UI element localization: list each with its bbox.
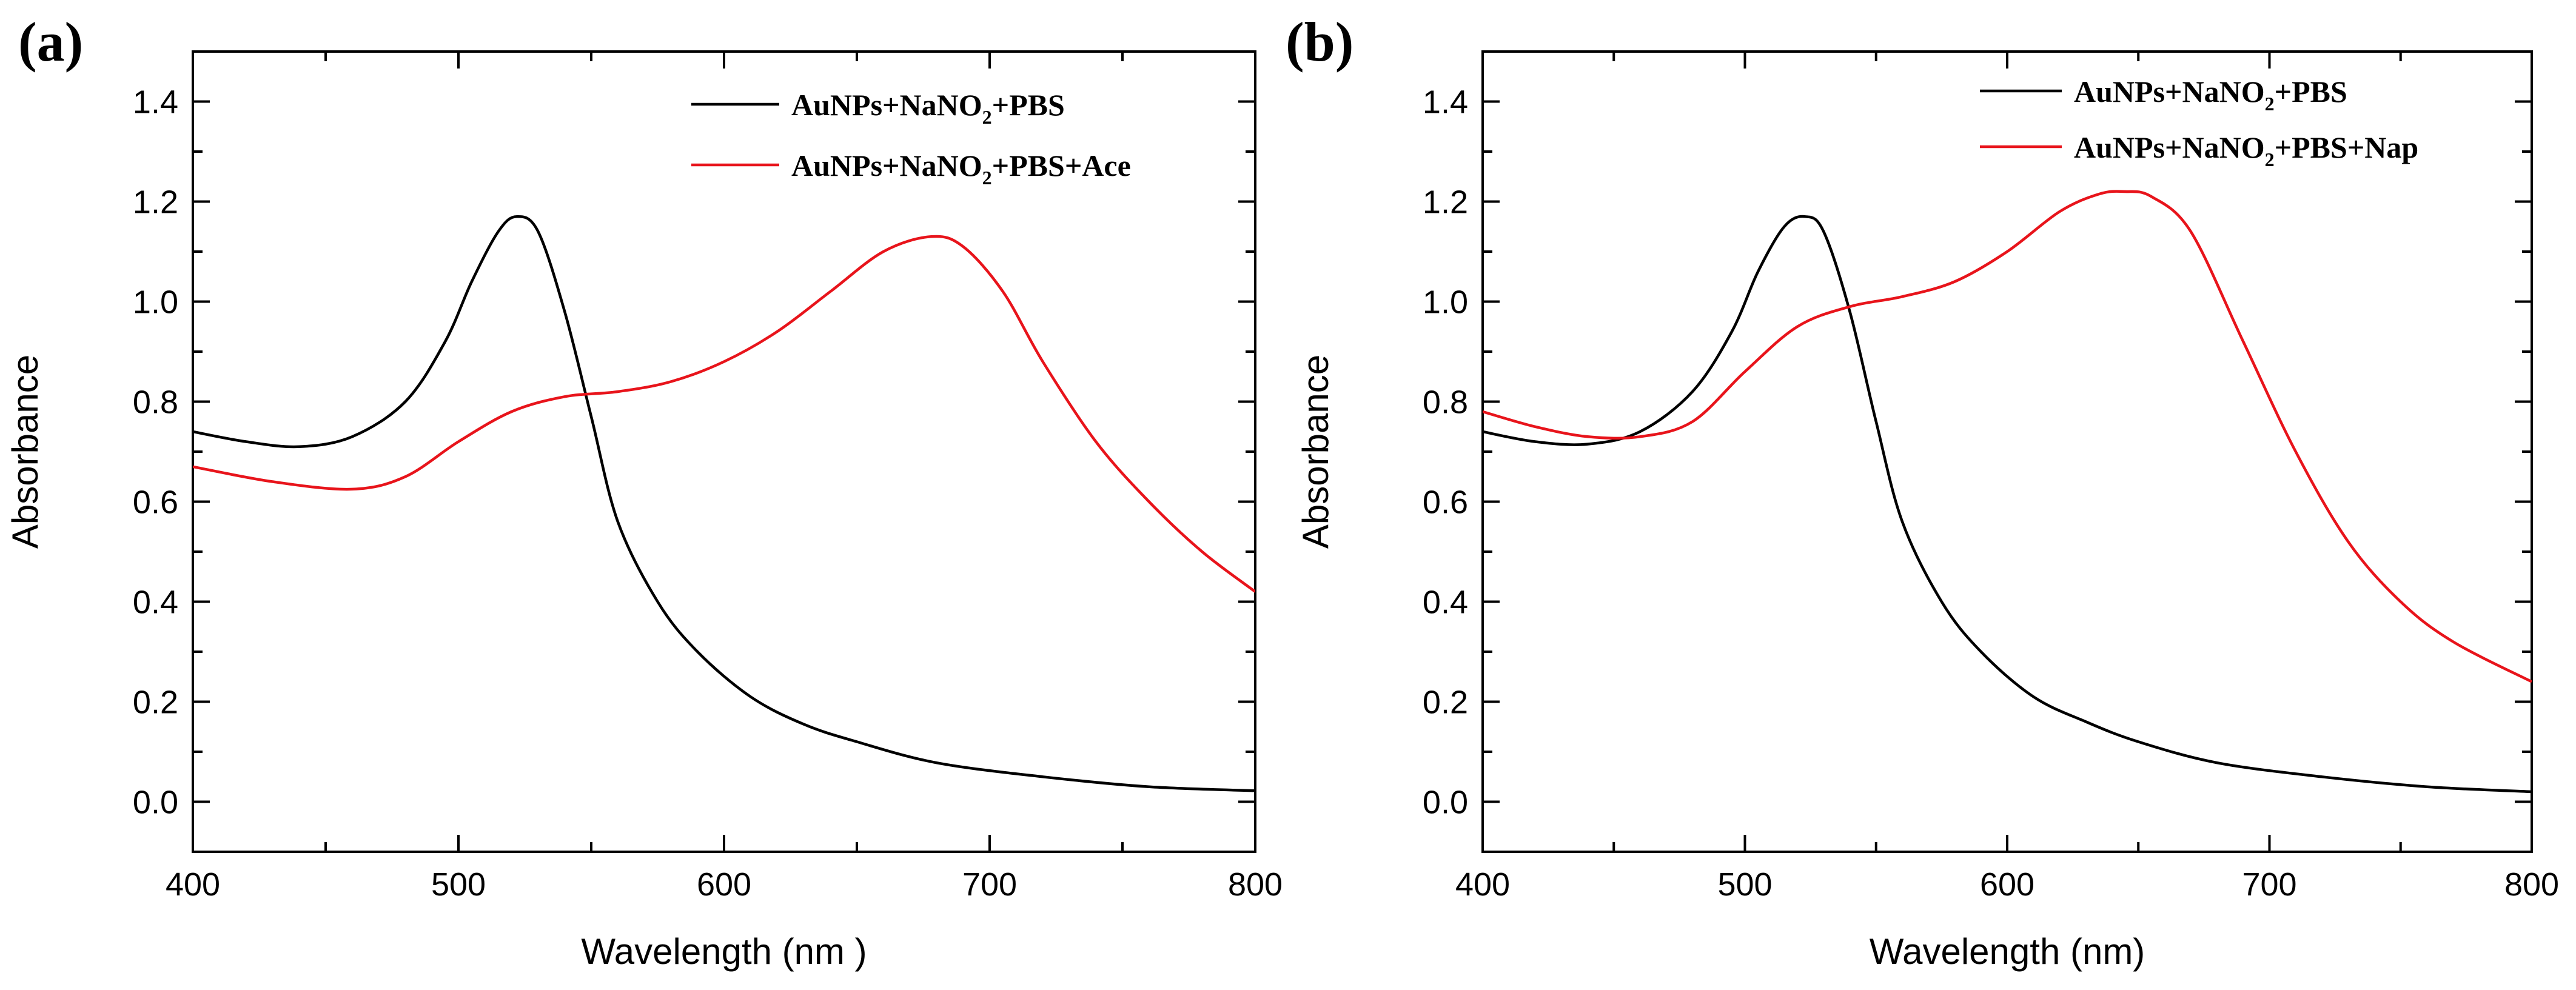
y-tick-label-a: 1.2 — [133, 184, 178, 221]
series-line-a-1 — [193, 215, 1255, 792]
series-line-b-1 — [1483, 215, 2532, 794]
y-tick-label-a: 0.6 — [133, 484, 178, 521]
x-tick-label-a: 400 — [166, 866, 220, 903]
y-tick-label-a: 0.8 — [133, 384, 178, 421]
x-tick-label-a: 800 — [1228, 866, 1283, 903]
x-tick-label-a: 700 — [962, 866, 1017, 903]
series-line-a-2 — [193, 235, 1255, 593]
x-tick-label-b: 400 — [1455, 866, 1510, 903]
series-line-b-2 — [1483, 190, 2532, 683]
y-tick-label-b: 0.0 — [1423, 784, 1468, 821]
x-tick-label-a: 600 — [697, 866, 751, 903]
y-tick-label-a: 1.4 — [133, 84, 178, 121]
panel-label-b: (b) — [1286, 11, 1353, 73]
y-tick-label-b: 0.8 — [1423, 384, 1468, 421]
y-tick-label-a: 0.2 — [133, 684, 178, 721]
x-axis-label-a: Wavelength (nm ) — [581, 931, 867, 972]
plot-frame-b — [1481, 50, 2533, 853]
y-tick-label-b: 1.4 — [1423, 84, 1468, 121]
y-tick-label-b: 0.4 — [1423, 584, 1468, 621]
legend-label-b-1: AuNPs+NaNO2+PBS — [2074, 75, 2347, 115]
panel-b: (b) 400 500 600 700 800 0.0 0.2 0.4 0.6 0.8 1.0 1.2 1… — [1286, 11, 2559, 972]
legend-label-a-2: AuNPs+NaNO2+PBS+Ace — [791, 149, 1131, 189]
y-tick-label-a: 0.0 — [133, 784, 178, 821]
y-tick-label-b: 1.0 — [1423, 284, 1468, 321]
y-tick-label-b: 0.2 — [1423, 684, 1468, 721]
x-tick-label-b: 500 — [1717, 866, 1772, 903]
legend-label-b-2: AuNPs+NaNO2+PBS+Nap — [2074, 130, 2418, 170]
y-tick-label-a: 1.0 — [133, 284, 178, 321]
y-tick-label-a: 0.4 — [133, 584, 178, 621]
panel-label-a: (a) — [18, 11, 83, 73]
x-tick-label-b: 600 — [1980, 866, 2034, 903]
legend-label-a-1: AuNPs+NaNO2+PBS — [791, 88, 1065, 128]
x-tick-label-b: 700 — [2242, 866, 2296, 903]
x-tick-label-a: 500 — [431, 866, 486, 903]
x-tick-label-b: 800 — [2504, 866, 2559, 903]
y-tick-label-b: 1.2 — [1423, 184, 1468, 221]
y-tick-label-b: 0.6 — [1423, 484, 1468, 521]
x-axis-label-b: Wavelength (nm) — [1870, 931, 2145, 972]
y-axis-label-b: Absorbance — [1295, 355, 1336, 549]
panel-a: (a) 400 500 600 700 800 0.0 0.2 0.4 0.6 0.8 1.0 1.2 1… — [5, 11, 1283, 972]
y-axis-label-a: Absorbance — [5, 355, 45, 549]
